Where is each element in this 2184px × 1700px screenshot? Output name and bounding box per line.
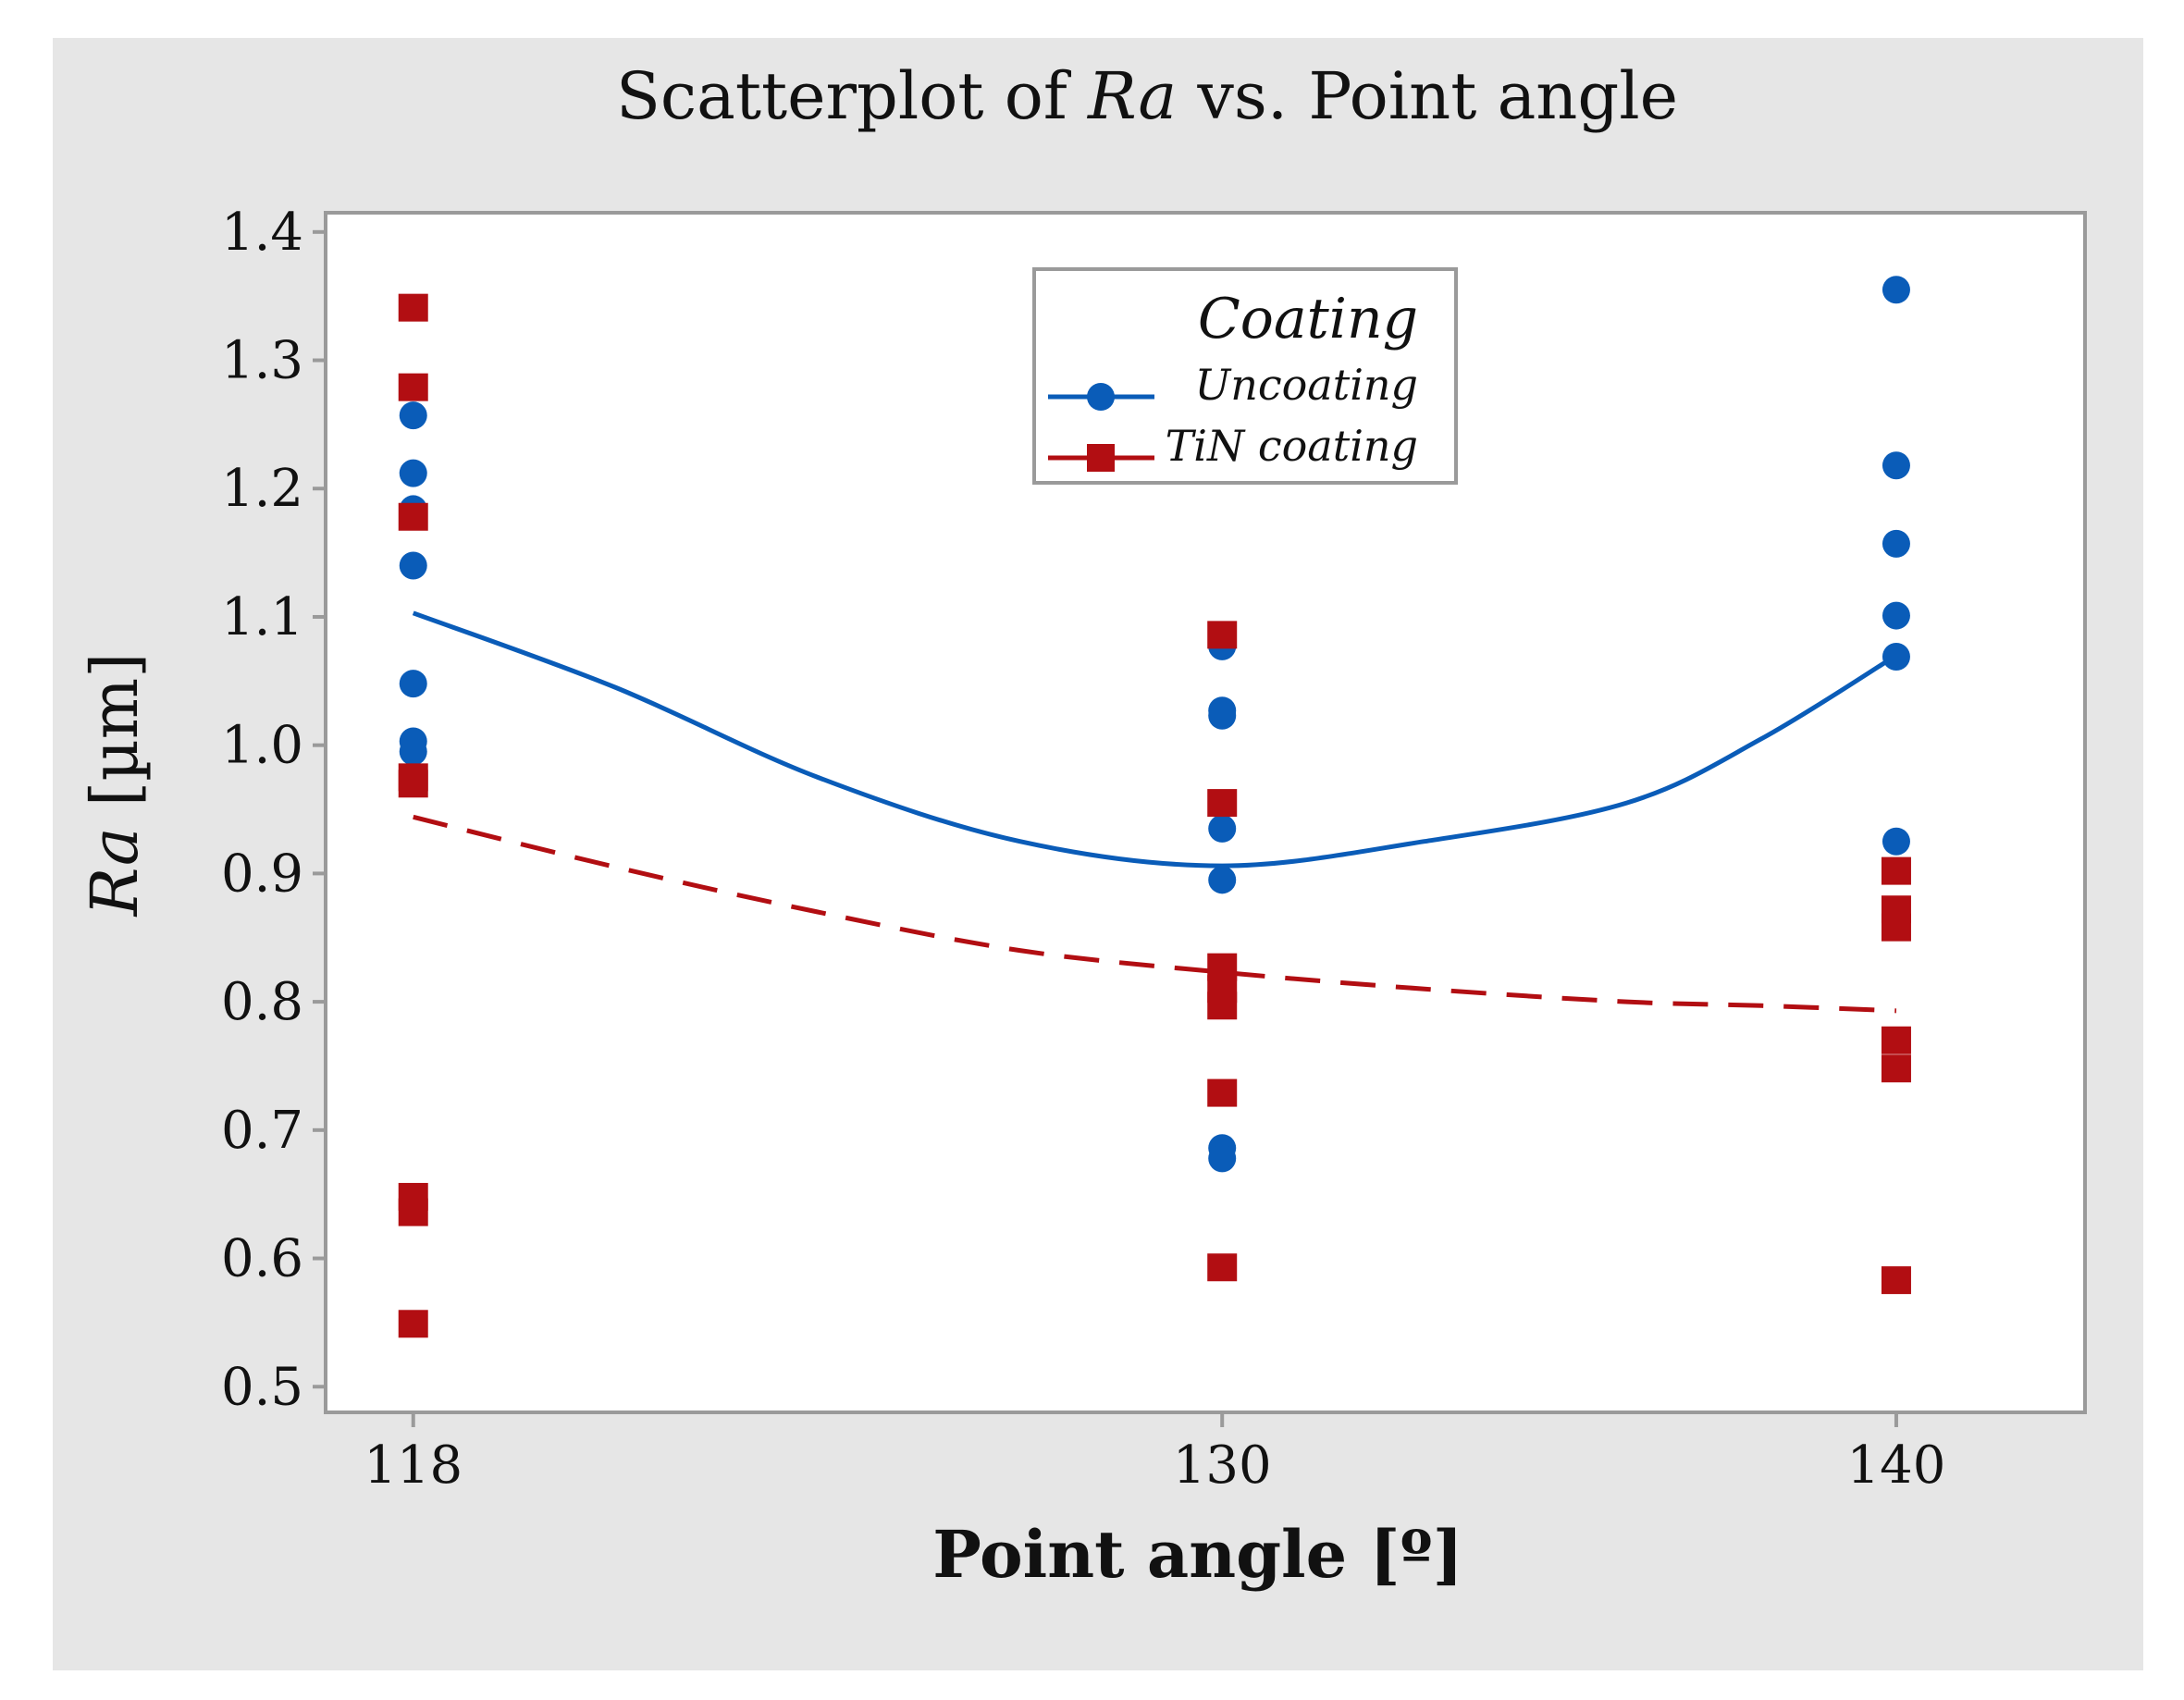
data-point-tin-coating	[398, 1198, 428, 1226]
y-tick-label: 1.2	[221, 459, 303, 519]
legend-title: Coating	[1198, 287, 1418, 351]
data-point-uncoating	[1882, 451, 1910, 480]
data-point-uncoating	[1882, 276, 1910, 304]
fit-lines	[412, 610, 1898, 1014]
data-point-tin-coating	[398, 373, 428, 401]
data-point-uncoating	[399, 459, 427, 487]
y-tick-label: 0.5	[221, 1357, 303, 1417]
data-point-tin-coating	[1881, 1026, 1911, 1054]
data-points	[398, 276, 1911, 1338]
data-point-uncoating	[399, 401, 427, 430]
data-point-tin-coating	[1207, 621, 1238, 649]
data-point-tin-coating	[1207, 1078, 1238, 1107]
y-tick-label: 1.4	[221, 203, 303, 263]
data-point-uncoating	[399, 670, 427, 698]
data-point-tin-coating	[398, 502, 428, 531]
data-point-tin-coating	[398, 1310, 428, 1338]
y-tick-label: 0.7	[221, 1101, 303, 1161]
data-point-tin-coating	[1881, 1054, 1911, 1083]
data-point-tin-coating	[1207, 1253, 1238, 1282]
x-axis-label: Point angle [º]	[932, 1516, 1463, 1593]
data-point-uncoating	[1208, 1144, 1237, 1173]
legend: Coating Uncoating TiN coating	[1032, 267, 1458, 485]
y-axis: 0.5 0.6 0.7 0.8 0.9 1.0 1.1 1.2 1.3 1.4	[221, 203, 327, 1417]
data-point-tin-coating	[398, 770, 428, 798]
x-tick-label: 118	[364, 1435, 463, 1496]
data-point-uncoating	[1882, 529, 1910, 558]
plot-frame	[324, 211, 2087, 1414]
y-tick-label: 0.8	[221, 972, 303, 1032]
data-point-uncoating	[1208, 701, 1237, 730]
data-point-tin-coating	[1881, 913, 1911, 942]
data-point-uncoating	[1882, 642, 1910, 671]
y-tick-label: 0.6	[221, 1229, 303, 1289]
data-point-uncoating	[1882, 601, 1910, 630]
data-point-uncoating	[1208, 866, 1237, 894]
data-point-tin-coating	[1207, 992, 1238, 1020]
data-point-tin-coating	[398, 293, 428, 322]
data-point-uncoating	[399, 737, 427, 766]
x-tick-label: 140	[1847, 1435, 1946, 1496]
y-tick-label: 1.1	[221, 587, 303, 647]
fit-line-tin-coating	[413, 814, 1897, 1014]
data-point-uncoating	[1208, 814, 1237, 843]
legend-label-tin-coating: TiN coating	[1166, 421, 1418, 471]
y-tick-label: 0.9	[221, 844, 303, 904]
legend-entry-tin-coating: TiN coating	[1048, 421, 1418, 472]
x-tick-label: 130	[1173, 1435, 1272, 1496]
legend-entry-uncoating: Uncoating	[1048, 360, 1418, 411]
data-point-tin-coating	[1881, 1266, 1911, 1295]
y-tick-label: 1.0	[221, 716, 303, 776]
data-point-uncoating	[1882, 827, 1910, 856]
data-point-tin-coating	[1207, 789, 1238, 818]
data-point-uncoating	[399, 551, 427, 580]
fit-line-uncoating	[412, 610, 1898, 868]
legend-marker-uncoating	[1087, 383, 1115, 411]
legend-label-uncoating: Uncoating	[1194, 360, 1418, 410]
data-point-tin-coating	[1881, 856, 1911, 885]
y-axis-label: Ra [µm]	[77, 653, 153, 918]
legend-marker-tin-coating	[1087, 444, 1115, 472]
y-tick-label: 1.3	[221, 331, 303, 391]
chart-title: Scatterplot of Ra vs. Point angle	[616, 58, 1678, 134]
